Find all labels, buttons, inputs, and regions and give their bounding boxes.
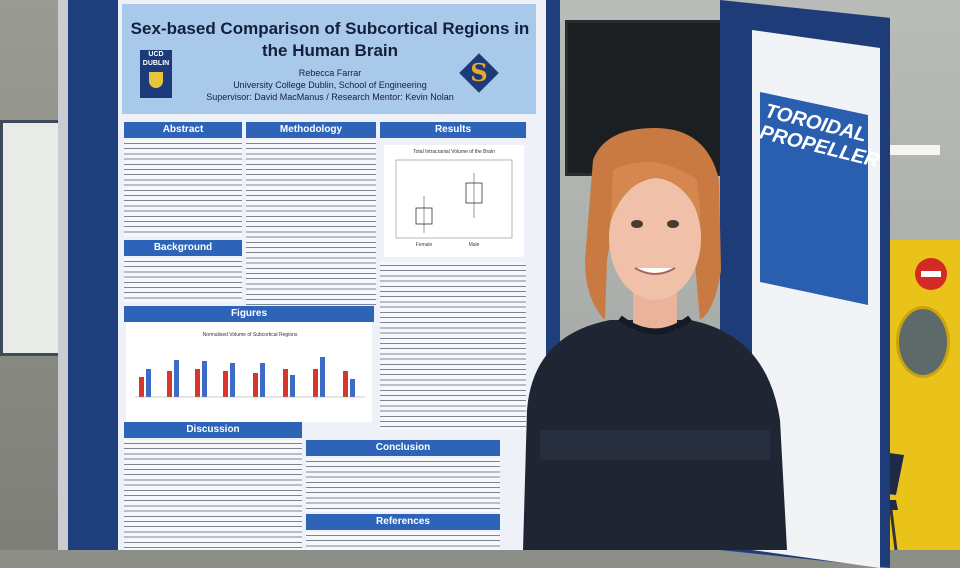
results-heading: Results xyxy=(380,122,526,138)
boxplot-xlabel-female: Female xyxy=(416,242,433,248)
references-heading: References xyxy=(306,514,500,530)
no-entry-sign-icon xyxy=(915,258,947,290)
background-heading: Background xyxy=(124,240,242,256)
boxplot-chart: Female Male xyxy=(395,159,513,248)
conclusion-heading: Conclusion xyxy=(306,440,500,456)
boxplot-xlabel-male: Male xyxy=(469,242,480,248)
harp-shield-icon xyxy=(149,72,163,88)
bar-group-4 xyxy=(223,363,235,397)
diamond-s-logo: S xyxy=(459,53,499,93)
abstract-heading: Abstract xyxy=(124,122,242,138)
bar-group-2 xyxy=(167,360,179,397)
poster-author: Rebecca Farrar xyxy=(298,68,362,78)
ucd-logo: UCD DUBLIN xyxy=(140,50,172,98)
svg-text:S: S xyxy=(470,58,487,87)
abstract-text xyxy=(124,140,242,236)
bar-group-6 xyxy=(283,369,295,397)
methodology-heading: Methodology xyxy=(246,122,376,138)
poster-supervisor: Supervisor: David MacManus / Research Me… xyxy=(206,92,454,102)
poster-title-box xyxy=(122,4,536,114)
ucd-logo-text: UCD DUBLIN xyxy=(142,51,170,67)
bar-group-8 xyxy=(343,371,355,397)
methodology-text xyxy=(246,140,376,305)
bar-group-5 xyxy=(253,363,265,397)
poster-affiliation: University College Dublin, School of Eng… xyxy=(233,80,427,90)
bar-chart xyxy=(135,357,365,398)
poster-title: Sex-based Comparison of Subcortical Regi… xyxy=(130,19,530,60)
figures-heading: Figures xyxy=(124,306,374,322)
bar-group-1 xyxy=(139,369,151,397)
background-text xyxy=(124,258,242,302)
door-window xyxy=(896,306,950,378)
bar-group-7 xyxy=(313,357,325,397)
discussion-text xyxy=(124,440,302,550)
ceiling-light xyxy=(870,145,940,155)
discussion-heading: Discussion xyxy=(124,422,302,438)
poster-author-block: Rebecca Farrar University College Dublin… xyxy=(130,67,530,103)
notice-board xyxy=(0,120,64,356)
results-chart-title: Total Intracranial Volume of the Brain xyxy=(413,149,495,155)
references-text xyxy=(306,532,500,550)
results-text xyxy=(380,262,526,430)
figure-title: Normalised Volume of Subcortical Regions xyxy=(202,332,298,338)
person xyxy=(523,128,787,550)
results-boxplot xyxy=(384,145,524,257)
conclusion-text xyxy=(306,458,500,512)
bar-group-3 xyxy=(195,361,207,397)
